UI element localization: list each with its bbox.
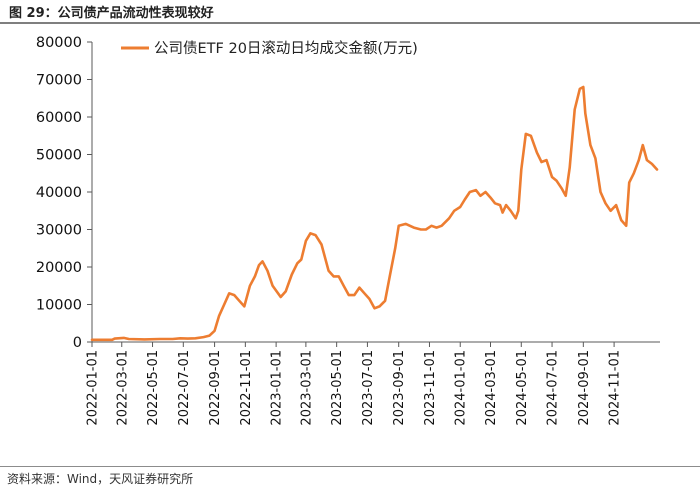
title-divider [0, 22, 700, 24]
y-tick-label: 60000 [36, 110, 82, 126]
line-chart: 0 10000 20000 30000 40000 50000 60000 70000 8000… [36, 35, 660, 426]
y-tick-label: 10000 [36, 298, 82, 314]
y-tick-label: 0 [73, 335, 82, 351]
x-tick-label: 2023-09-01 [392, 350, 407, 426]
x-tick-label: 2023-11-01 [423, 350, 438, 426]
y-tick-label: 20000 [36, 260, 82, 276]
y-tick-label: 80000 [36, 35, 82, 51]
x-tick-label: 2023-01-01 [270, 350, 285, 426]
x-tick-label: 2024-05-01 [515, 350, 530, 426]
x-tick-label: 2024-09-01 [577, 350, 592, 426]
x-tick-label: 2022-03-01 [115, 350, 130, 426]
x-tick-label: 2022-07-01 [177, 350, 192, 426]
x-tick-label: 2024-01-01 [454, 350, 469, 426]
x-tick-label: 2023-05-01 [330, 350, 345, 426]
y-tick-label: 40000 [36, 185, 82, 201]
source-note: 资料来源：Wind，天风证券研究所 [7, 472, 194, 486]
series-line [90, 85, 659, 342]
x-tick-label: 2023-07-01 [361, 350, 376, 426]
legend: 公司债ETF 20日滚动日均成交金额(万元) [121, 39, 418, 57]
y-axis: 0 10000 20000 30000 40000 50000 60000 70000 8000… [36, 35, 93, 351]
x-tick-label: 2024-03-01 [484, 350, 499, 426]
x-tick-label: 2024-11-01 [608, 350, 623, 426]
x-tick-label: 2024-07-01 [546, 350, 561, 426]
x-tick-label: 2022-05-01 [146, 350, 161, 426]
x-tick-label: 2022-09-01 [208, 350, 223, 426]
source-divider [0, 466, 700, 467]
y-tick-label: 30000 [36, 223, 82, 239]
x-tick-label: 2023-03-01 [299, 350, 314, 426]
x-tick-label: 2022-11-01 [239, 350, 254, 426]
x-tick-label: 2022-01-01 [86, 350, 101, 426]
legend-label: 公司债ETF 20日滚动日均成交金额(万元) [154, 39, 418, 57]
series-layer [90, 85, 659, 342]
figure-title: 图 29：公司债产品流动性表现较好 [9, 6, 214, 21]
x-axis: 2022-01-01 2022-03-01 2022-05-01 2022-07-01… [86, 341, 660, 426]
y-tick-label: 70000 [36, 73, 82, 89]
y-tick-label: 50000 [36, 148, 82, 164]
